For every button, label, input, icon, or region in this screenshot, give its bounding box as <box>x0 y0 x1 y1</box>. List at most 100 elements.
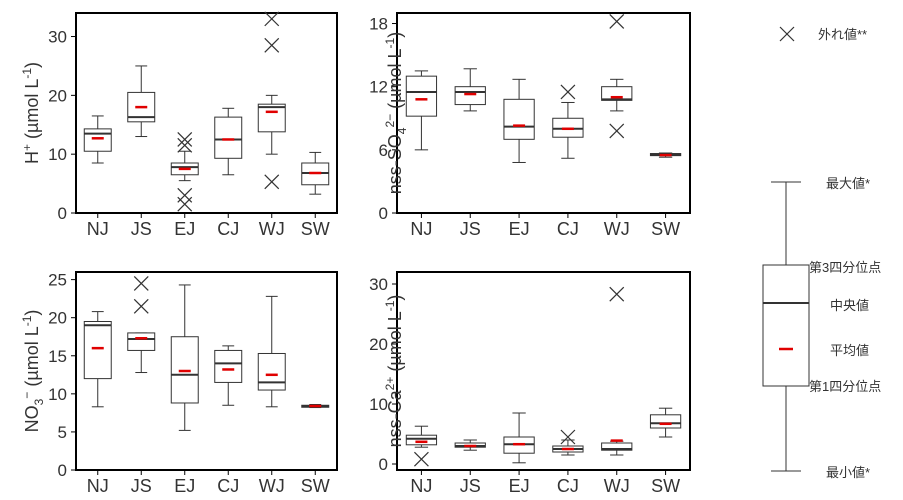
outlier-marker <box>560 429 576 445</box>
y-tick-label: 15 <box>48 347 67 366</box>
y-axis-label-part: NO <box>22 405 42 432</box>
x-tick-label: JS <box>460 219 481 239</box>
y-tick-label: 20 <box>48 309 67 328</box>
outlier-marker-b <box>264 11 280 27</box>
legend-max-label: 最大値* <box>826 176 870 191</box>
outlier-marker <box>264 174 280 190</box>
box-cj <box>214 345 243 406</box>
y-tick-label: 10 <box>48 145 67 164</box>
y-tick-label: 20 <box>369 335 388 354</box>
legend-outlier-marker <box>779 26 795 42</box>
x-tick-label: WJ <box>604 476 630 495</box>
y-axis-label-part: 4 <box>395 127 409 134</box>
iqr-box <box>649 414 682 429</box>
y-axis-label-part: (µmol L <box>385 311 405 376</box>
outlier-marker <box>133 298 149 314</box>
outlier-marker-b <box>133 275 149 291</box>
y-tick-label: 6 <box>379 141 388 160</box>
y-tick-label: 20 <box>48 86 67 105</box>
box-ej <box>503 78 535 163</box>
y-axis-label: NO3− (µmol L-1) <box>20 310 46 433</box>
y-tick-label: 25 <box>48 271 67 290</box>
box-nj <box>83 311 112 408</box>
iqr-box <box>503 98 535 140</box>
outlier-marker <box>413 451 429 467</box>
panel-4: 0 10 20 30 NJ JS EJ CJ WJ SW nss-Ca2+ (µmol L-1) <box>369 271 691 496</box>
y-tick-label: 10 <box>369 395 388 414</box>
y-axis-label-part: (µmol L <box>22 79 42 144</box>
iqr-box <box>405 434 438 446</box>
box-cj <box>552 429 584 456</box>
box-ej <box>503 412 535 464</box>
y-tick-label: 12 <box>369 78 388 97</box>
box-ej <box>170 132 199 212</box>
y-axis-label-part: ) <box>22 62 42 68</box>
outlier-marker <box>609 286 625 302</box>
y-axis-label-part: nss-Ca <box>385 389 405 447</box>
y-axis-label-part: ) <box>22 310 42 316</box>
y-axis-label-part: 2− <box>383 114 397 128</box>
box-sw <box>649 407 682 438</box>
legend-outlier-label: 外れ値** <box>818 27 867 42</box>
iqr-box <box>454 86 486 106</box>
y-axis-label: H+ (µmol L-1) <box>20 62 42 164</box>
y-tick-label: 10 <box>48 385 67 404</box>
iqr-box <box>405 75 438 117</box>
panel-frame <box>75 12 338 214</box>
iqr-box <box>127 332 156 351</box>
iqr-box <box>214 116 243 159</box>
legend-q1-label: 第1四分位点 <box>809 379 881 394</box>
x-tick-label: CJ <box>557 476 579 495</box>
outlier-marker-b <box>264 37 280 53</box>
y-tick-label: 0 <box>379 455 388 474</box>
box-nj <box>83 115 112 164</box>
legend-min-label: 最小値* <box>826 465 870 480</box>
box-js <box>454 439 486 451</box>
panel-2: 0 6 12 18 NJ JS EJ CJ WJ SW nss-SO42− (µmol L-1) <box>369 12 691 239</box>
box-ej <box>170 284 199 431</box>
y-axis-label-part: ) <box>385 32 405 38</box>
iqr-box <box>83 321 112 380</box>
iqr-box <box>257 103 286 133</box>
y-axis-label: nss-Ca2+ (µmol L-1) <box>383 295 405 448</box>
y-tick-label: 0 <box>58 461 67 480</box>
outlier-marker <box>177 187 193 203</box>
y-tick-label: 30 <box>48 28 67 47</box>
y-tick-label: 5 <box>58 423 67 442</box>
x-tick-label: JS <box>460 476 481 495</box>
y-axis-label-part: 3 <box>32 398 46 405</box>
iqr-box <box>214 349 243 383</box>
x-tick-label: WJ <box>259 476 285 495</box>
x-tick-label: EJ <box>509 476 530 495</box>
x-tick-label: NJ <box>410 219 432 239</box>
y-tick-label: 18 <box>369 15 388 34</box>
outlier-marker-b <box>413 451 429 467</box>
legend-q3-label: 第3四分位点 <box>809 260 881 275</box>
legend-median-label: 中央値 <box>830 298 869 313</box>
x-tick-label: SW <box>301 476 330 495</box>
outlier-marker-b <box>609 13 625 29</box>
x-tick-label: NJ <box>87 219 109 239</box>
outlier-marker-b <box>560 84 576 100</box>
y-axis-label-part: 2+ <box>383 377 397 391</box>
y-tick-label: 0 <box>58 204 67 223</box>
panel-3: 0 5 10 15 20 25 NJ JS EJ CJ WJ SW NO3− (µmol L-1) <box>20 271 338 496</box>
outlier-marker <box>264 11 280 27</box>
y-axis-label-part: -1 <box>20 315 34 326</box>
iqr-box <box>601 86 633 101</box>
box-js <box>127 275 156 374</box>
outlier-marker-b <box>264 174 280 190</box>
outlier-marker <box>133 275 149 291</box>
outlier-marker <box>177 137 193 153</box>
outlier-marker <box>177 196 193 212</box>
y-axis-label-part: -1 <box>383 300 397 311</box>
x-tick-label: JS <box>131 219 152 239</box>
box-cj <box>214 107 243 176</box>
legend-mean-label: 平均値 <box>830 343 869 358</box>
y-tick-label: 30 <box>369 275 388 294</box>
box-nj <box>405 425 438 467</box>
x-tick-label: NJ <box>410 476 432 495</box>
y-axis-label-part: + <box>20 144 34 151</box>
y-axis-label-part: -1 <box>383 37 397 48</box>
